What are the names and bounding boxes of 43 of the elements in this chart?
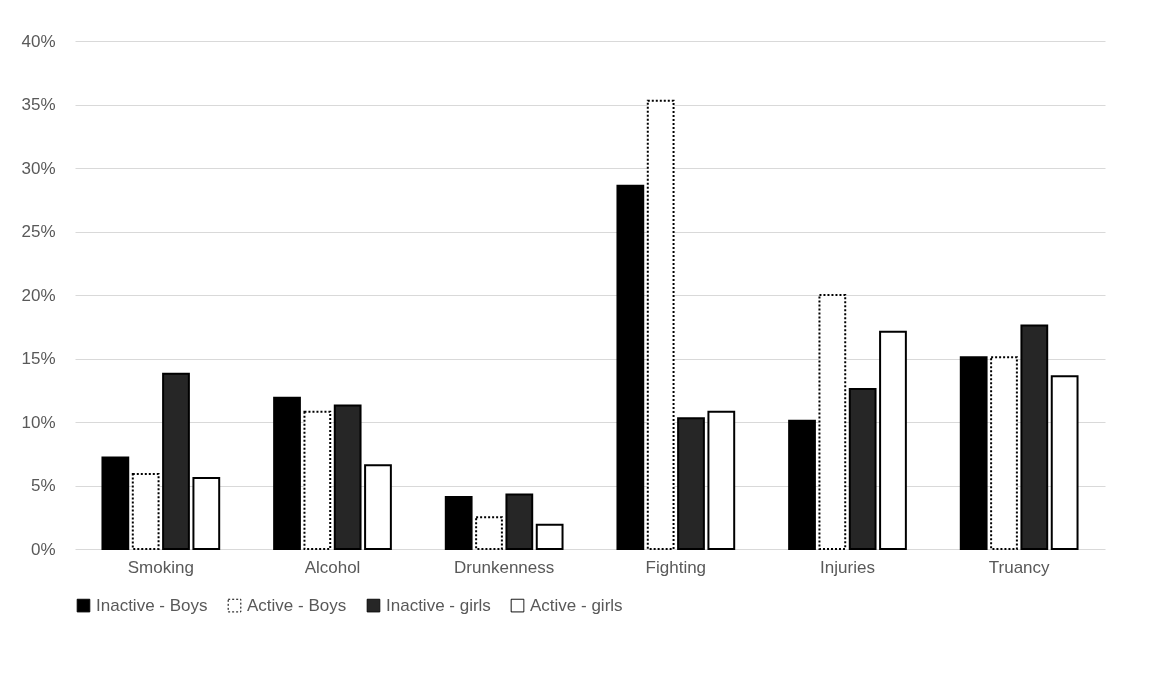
bar xyxy=(535,523,564,550)
bar xyxy=(162,372,190,550)
bar xyxy=(1050,375,1079,550)
x-tick-label: Fighting xyxy=(645,557,707,577)
legend-label: Inactive - Boys xyxy=(96,595,208,615)
x-tick-label: Drunkenness xyxy=(454,557,555,577)
bar xyxy=(990,356,1018,550)
x-tick-label: Alcohol xyxy=(304,557,361,577)
legend-label: Inactive - girls xyxy=(386,595,491,615)
bar xyxy=(788,419,816,550)
y-tick-label: 15% xyxy=(21,349,56,368)
bar xyxy=(475,516,503,550)
bar xyxy=(303,410,332,550)
y-tick-label: 40% xyxy=(21,31,56,51)
y-tick-label: 5% xyxy=(30,476,56,495)
bar xyxy=(677,417,705,550)
y-tick-label: 25% xyxy=(21,222,56,241)
bar xyxy=(444,495,473,550)
x-tick-label: Injuries xyxy=(820,557,875,577)
bar xyxy=(1020,324,1049,550)
bar xyxy=(364,464,392,550)
y-tick-label: 20% xyxy=(21,285,56,305)
bar xyxy=(646,99,675,550)
y-tick-label: 35% xyxy=(21,95,56,114)
x-tick-label: Truancy xyxy=(988,557,1051,577)
bar xyxy=(131,473,160,550)
x-tick-label: Smoking xyxy=(127,557,194,577)
bar xyxy=(879,330,907,550)
bar xyxy=(273,396,301,550)
legend-label: Active - Boys xyxy=(247,595,347,615)
bar xyxy=(505,493,534,550)
y-tick-label: 10% xyxy=(21,412,56,432)
bar xyxy=(616,184,645,550)
bar xyxy=(818,294,847,550)
bar xyxy=(959,356,988,550)
legend-label: Active - girls xyxy=(530,595,623,615)
bar xyxy=(192,476,221,550)
bar xyxy=(848,387,877,550)
y-tick-label: 0% xyxy=(30,539,56,559)
bar xyxy=(707,410,736,550)
bar xyxy=(333,404,362,550)
bar xyxy=(101,456,130,550)
y-tick-label: 30% xyxy=(21,158,56,178)
